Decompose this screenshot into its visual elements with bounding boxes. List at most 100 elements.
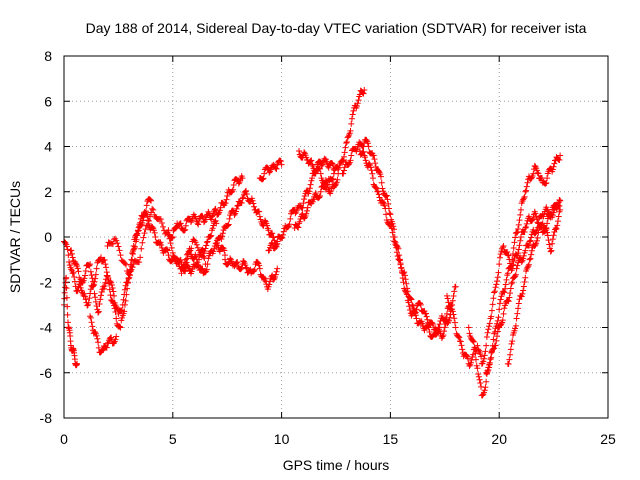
data-point — [195, 262, 202, 269]
data-point — [451, 319, 458, 326]
data-point — [277, 158, 284, 165]
data-point — [295, 224, 302, 231]
y-tick-label: 8 — [44, 48, 52, 64]
data-point — [75, 268, 82, 275]
data-point — [446, 302, 453, 309]
data-point — [194, 244, 201, 251]
data-point — [525, 242, 532, 249]
data-point — [95, 308, 102, 315]
data-point — [457, 338, 464, 345]
data-point — [551, 229, 558, 236]
data-point — [557, 197, 564, 204]
data-point — [184, 255, 191, 262]
data-point — [98, 288, 105, 295]
data-point — [527, 237, 534, 244]
data-point — [475, 373, 482, 380]
data-point — [169, 257, 176, 264]
data-point — [81, 275, 88, 282]
data-point — [280, 228, 287, 235]
data-point — [378, 179, 385, 186]
data-point — [553, 225, 560, 232]
data-point — [495, 269, 502, 276]
data-point — [133, 236, 140, 243]
data-point — [501, 305, 508, 312]
data-point — [375, 191, 382, 198]
data-point — [543, 179, 550, 186]
data-point — [209, 225, 216, 232]
data-point — [330, 175, 337, 182]
data-point — [507, 290, 514, 297]
data-point — [482, 348, 489, 355]
data-point — [517, 234, 524, 240]
data-point — [222, 200, 229, 207]
data-point — [510, 258, 517, 265]
data-point — [176, 221, 183, 228]
data-point — [497, 296, 504, 303]
data-point — [123, 261, 130, 268]
data-point — [108, 282, 115, 289]
data-point — [513, 315, 520, 322]
data-point — [104, 273, 111, 280]
data-point — [413, 315, 420, 322]
data-point — [343, 139, 350, 146]
data-point — [224, 222, 231, 229]
data-point — [538, 175, 545, 182]
data-point — [465, 324, 472, 331]
data-point — [443, 292, 450, 299]
data-point — [333, 179, 340, 186]
data-point — [194, 259, 201, 266]
data-point — [522, 188, 529, 195]
data-point — [216, 248, 223, 255]
data-point — [72, 260, 79, 267]
data-point — [296, 148, 303, 155]
data-point — [494, 317, 501, 324]
data-point — [548, 247, 555, 254]
data-point — [495, 314, 502, 321]
data-point — [365, 143, 372, 150]
data-point — [277, 157, 284, 164]
data-point — [152, 234, 159, 240]
data-point — [500, 288, 507, 295]
data-point — [384, 196, 391, 203]
data-point — [216, 207, 223, 214]
data-point — [535, 170, 542, 177]
data-point — [309, 161, 316, 168]
data-point — [183, 259, 190, 266]
data-point — [117, 252, 124, 259]
data-point — [343, 138, 350, 145]
data-point — [426, 329, 433, 336]
data-point — [169, 234, 176, 240]
data-point — [250, 200, 257, 207]
data-point — [439, 333, 446, 340]
data-point — [219, 233, 226, 240]
data-point — [547, 248, 554, 255]
data-point — [270, 234, 277, 241]
data-point — [261, 275, 268, 282]
data-point — [151, 229, 158, 236]
data-point — [345, 133, 352, 140]
data-point — [440, 332, 447, 339]
data-point — [362, 154, 369, 161]
data-point — [168, 244, 175, 251]
data-point — [512, 322, 519, 329]
data-point — [375, 188, 382, 195]
data-point — [549, 240, 556, 247]
data-point — [354, 102, 361, 109]
data-point — [525, 263, 532, 270]
data-point — [213, 220, 220, 227]
data-point — [340, 167, 347, 174]
data-point — [224, 192, 231, 199]
data-point — [481, 387, 488, 394]
data-point — [546, 213, 553, 220]
data-point — [303, 207, 310, 214]
data-point — [512, 230, 519, 237]
tick-labels: 0 5 10 15 20 25 -8 -6 -4 -2 0 2 4 6 8 — [40, 48, 616, 447]
data-point — [323, 184, 330, 191]
data-point — [476, 376, 483, 383]
data-point — [306, 185, 313, 192]
data-point — [494, 278, 501, 285]
data-point — [274, 238, 281, 245]
data-point — [504, 297, 511, 304]
data-point — [203, 242, 210, 249]
data-point — [466, 330, 473, 337]
